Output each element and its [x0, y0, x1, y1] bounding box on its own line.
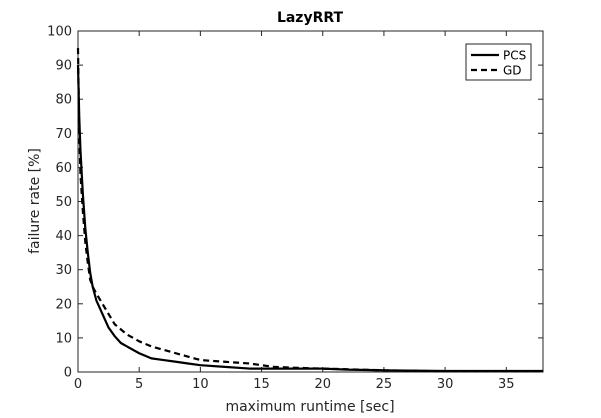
- y-tick-label: 30: [55, 263, 72, 278]
- series-line-gd: [76, 48, 543, 373]
- x-tick-label: 20: [314, 377, 331, 392]
- y-tick-label: 40: [55, 229, 72, 244]
- legend-label-pcs: PCS: [503, 49, 526, 63]
- x-tick-label: 10: [192, 377, 209, 392]
- y-axis-label: failure rate [%]: [27, 148, 43, 254]
- y-tick-label: 70: [55, 127, 72, 142]
- x-tick-label: 30: [437, 377, 454, 392]
- x-tick-label: 35: [498, 377, 515, 392]
- x-axis: 0 5 10 15 20 25 30 35: [74, 31, 515, 392]
- chart-title: LazyRRT: [277, 10, 344, 26]
- y-tick-label: 50: [55, 195, 72, 210]
- legend-label-gd: GD: [503, 64, 522, 78]
- y-tick-label: 0: [64, 366, 72, 381]
- x-axis-label: maximum runtime [sec]: [225, 399, 394, 415]
- legend-box: [465, 43, 532, 81]
- y-tick-label: 90: [55, 59, 72, 74]
- plot-area: [77, 30, 544, 373]
- y-axis: 0 10 20 30 40 50 60 70 80 90 100: [47, 25, 543, 381]
- y-tick-label: 20: [55, 297, 72, 312]
- x-tick-label: 0: [74, 377, 82, 392]
- y-tick-label: 60: [55, 161, 72, 176]
- series-layer: [76, 48, 543, 373]
- y-tick-label: 10: [55, 331, 72, 346]
- y-tick-label: 80: [55, 93, 72, 108]
- x-tick-label: 15: [253, 377, 270, 392]
- y-tick-label: 100: [47, 25, 72, 40]
- plot-box: [77, 30, 544, 373]
- x-tick-label: 5: [135, 377, 143, 392]
- x-tick-label: 25: [376, 377, 393, 392]
